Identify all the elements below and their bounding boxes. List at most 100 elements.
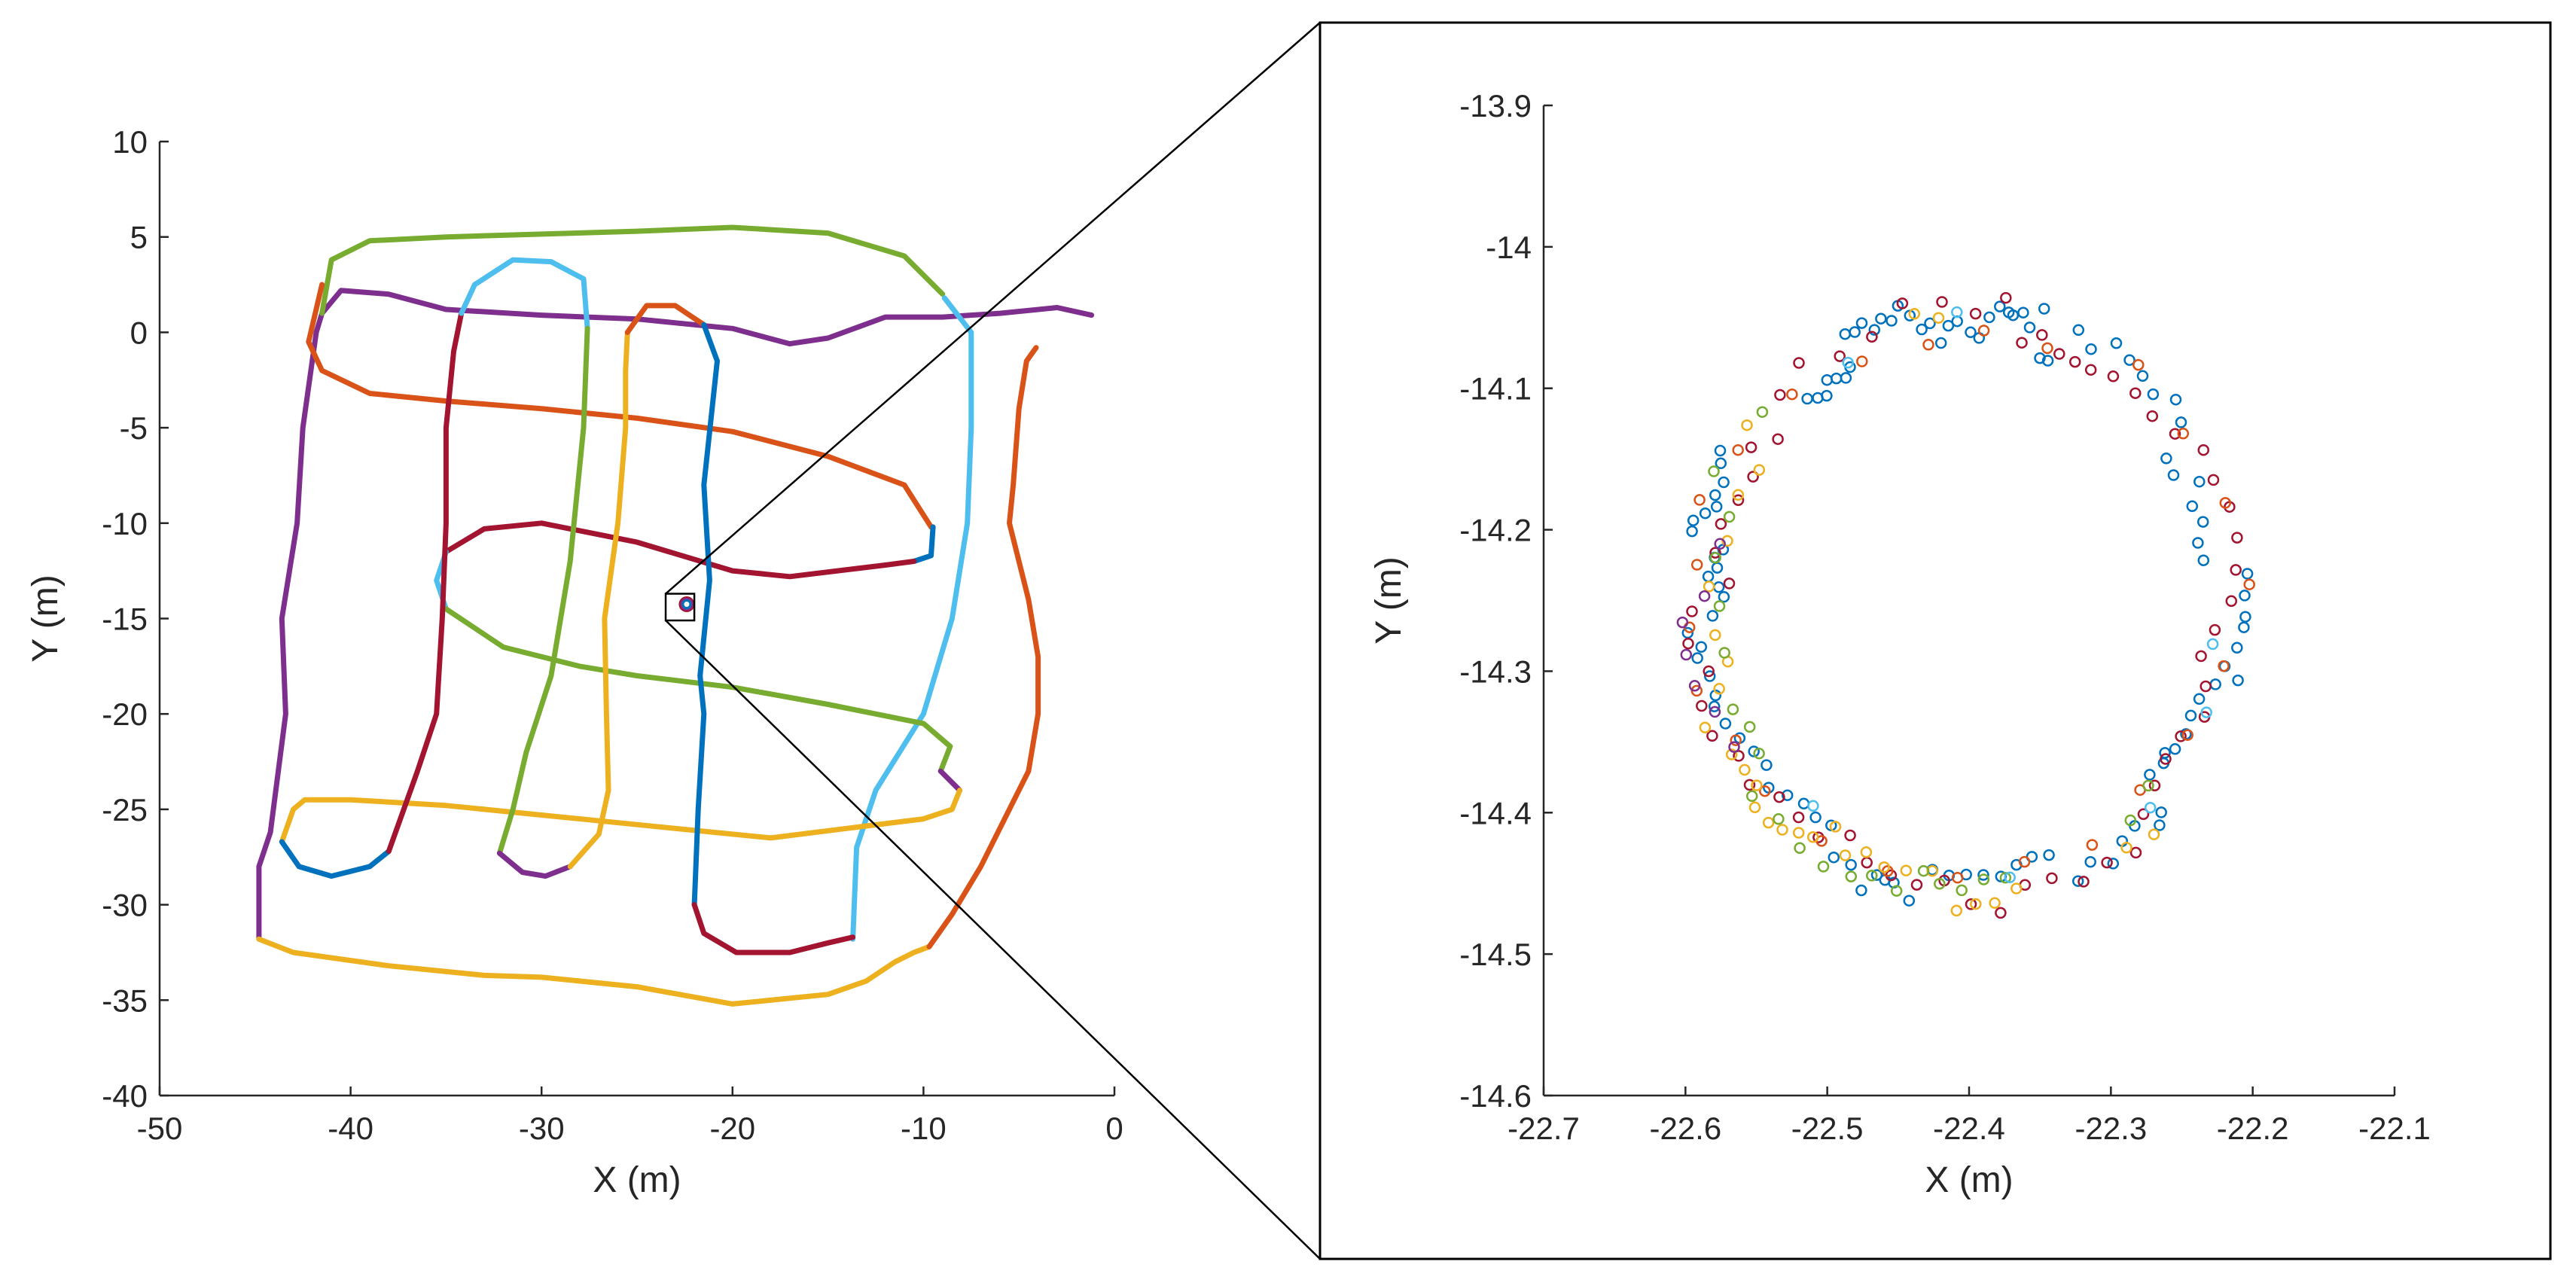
scatter-point-series-1 (2071, 875, 2084, 887)
scatter-point-series-1 (2034, 352, 2046, 364)
scatter-point-series-3 (2181, 729, 2193, 741)
scatter-point-series-1 (2154, 819, 2166, 831)
x-tick-label: -30 (519, 1111, 565, 1146)
scatter-point-series-7 (2206, 638, 2219, 651)
scatter-point-series-1 (1714, 444, 1727, 457)
scatter-point-series-2 (1834, 350, 1846, 362)
scatter-point-series-4 (1776, 824, 1788, 836)
scatter-point-series-4 (1900, 864, 1913, 876)
scatter-point-series-2 (1686, 605, 1698, 617)
scatter-point-series-1 (2107, 858, 2120, 870)
scatter-point-series-5 (1727, 703, 1739, 715)
scatter-point-series-2 (1844, 829, 1856, 842)
scatter-point-series-3 (1690, 559, 1703, 571)
scatter-point-series-1 (1781, 789, 1794, 801)
scatter-point-series-2 (1995, 907, 2007, 919)
scatter-point-series-6 (1688, 680, 1701, 692)
scatter-point-series-2 (2231, 532, 2243, 544)
x-tick-label: -22.7 (1507, 1111, 1580, 1146)
scatter-point-series-1 (2169, 393, 2182, 406)
scatter-point-series-1 (1718, 590, 1730, 603)
scatter-point-series-1 (2238, 621, 2250, 633)
scatter-point-series-2 (1896, 297, 1909, 309)
scatter-point-series-3 (2041, 342, 2053, 355)
scatter-point-series-1 (2084, 855, 2096, 868)
scatter-point-series-6 (1728, 741, 1740, 753)
scatter-point-series-7 (1842, 356, 1854, 369)
scatter-point-series-1 (1839, 328, 1852, 340)
y-tick-label: -40 (102, 1078, 148, 1114)
scatter-point-series-4 (1725, 748, 1738, 760)
scatter-points (1676, 291, 2255, 919)
scatter-point-series-5 (1718, 647, 1730, 659)
scatter-point-series-3 (2018, 855, 2031, 868)
scatter-point-series-1 (1977, 869, 1989, 881)
scatter-point-series-4 (1699, 721, 1712, 734)
scatter-point-series-2 (1696, 699, 1708, 712)
scatter-point-series-1 (2193, 693, 2206, 706)
scatter-point-series-1 (1687, 514, 1700, 526)
x-tick-label: -20 (709, 1111, 755, 1146)
scatter-point-series-5 (1756, 406, 1769, 418)
y-tick-label: -14.5 (1459, 937, 1532, 972)
scatter-point-series-2 (1723, 578, 1736, 590)
scatter-point-series-5 (1977, 873, 1990, 885)
target-marker (680, 597, 694, 611)
scatter-point-series-1 (1801, 392, 1813, 405)
x-tick-label: -40 (328, 1111, 373, 1146)
y-tick-label: -14.1 (1459, 371, 1532, 407)
scatter-point-series-2 (2160, 753, 2172, 765)
trajectory-segment-10 (279, 788, 963, 845)
axes: -22.7 -22.6 -22.5 -22.4 -22.3 -22.2 -22.1 -13.9… (1369, 88, 2431, 1200)
scatter-point-series-1 (2155, 806, 2167, 818)
scatter-point-series-5 (1753, 747, 1765, 760)
scatter-point-series-1 (1706, 610, 1719, 622)
scatter-point-series-2 (2046, 872, 2058, 885)
scatter-point-series-1 (1875, 312, 1887, 325)
y-axis-label: Y (m) (1369, 556, 1409, 644)
scatter-point-series-1 (2144, 769, 2156, 781)
scatter-point-series-1 (1821, 373, 1834, 386)
y-tick-label: -13.9 (1459, 88, 1532, 123)
scatter-point-series-2 (2000, 291, 2012, 304)
trajectory-segment-5 (911, 524, 936, 564)
scatter-point-series-2 (2146, 410, 2159, 422)
scatter-point-series-4 (1806, 831, 1819, 843)
scatter-point-series-2 (1747, 471, 1759, 483)
scatter-point-series-2 (2169, 428, 2181, 440)
scatter-point-series-1 (1710, 501, 1723, 513)
scatter-point-series-4 (1932, 312, 1945, 324)
scatter-point-series-2 (1965, 898, 1977, 910)
scatter-point-series-1 (2239, 590, 2251, 602)
x-tick-label: 0 (1105, 1111, 1123, 1146)
y-tick-label: -30 (102, 888, 148, 923)
scatter-point-series-2 (1772, 433, 1784, 445)
scatter-point-series-5 (1745, 790, 1758, 803)
scatter-point-series-3 (1951, 871, 1964, 884)
scatter-point-series-1 (2167, 469, 2180, 481)
scatter-point-series-1 (1686, 525, 1698, 538)
scatter-point-series-4 (1970, 898, 1982, 910)
x-axis-label: X (m) (593, 1160, 681, 1200)
scatter-point-series-1 (1719, 718, 1732, 730)
scatter-point-series-1 (2023, 322, 2036, 334)
scatter-point-series-1 (1934, 337, 1947, 349)
scatter-point-series-2 (1715, 518, 1727, 530)
scatter-point-series-6 (1680, 648, 1693, 661)
scatter-point-series-4 (1908, 308, 1921, 320)
scatter-point-series-1 (1748, 745, 1760, 757)
trajectory-segment-9 (937, 768, 963, 794)
target-marker (681, 599, 692, 609)
scatter-point-series-4 (1732, 489, 1745, 501)
scatter-point-series-5 (1845, 870, 1858, 882)
scatter-point-series-1 (2110, 337, 2123, 349)
trajectory-segment-3 (850, 295, 974, 942)
scatter-point-series-1 (2184, 709, 2197, 722)
scatter-point-series-2 (2137, 808, 2150, 821)
scatter-point-series-7 (1951, 306, 1963, 318)
scatter-point-series-3 (1922, 339, 1934, 351)
scatter-point-series-2 (2068, 355, 2081, 368)
scatter-point-series-1 (2175, 416, 2187, 428)
scatter-point-series-3 (1732, 443, 1744, 456)
scatter-point-series-2 (2195, 650, 2207, 663)
